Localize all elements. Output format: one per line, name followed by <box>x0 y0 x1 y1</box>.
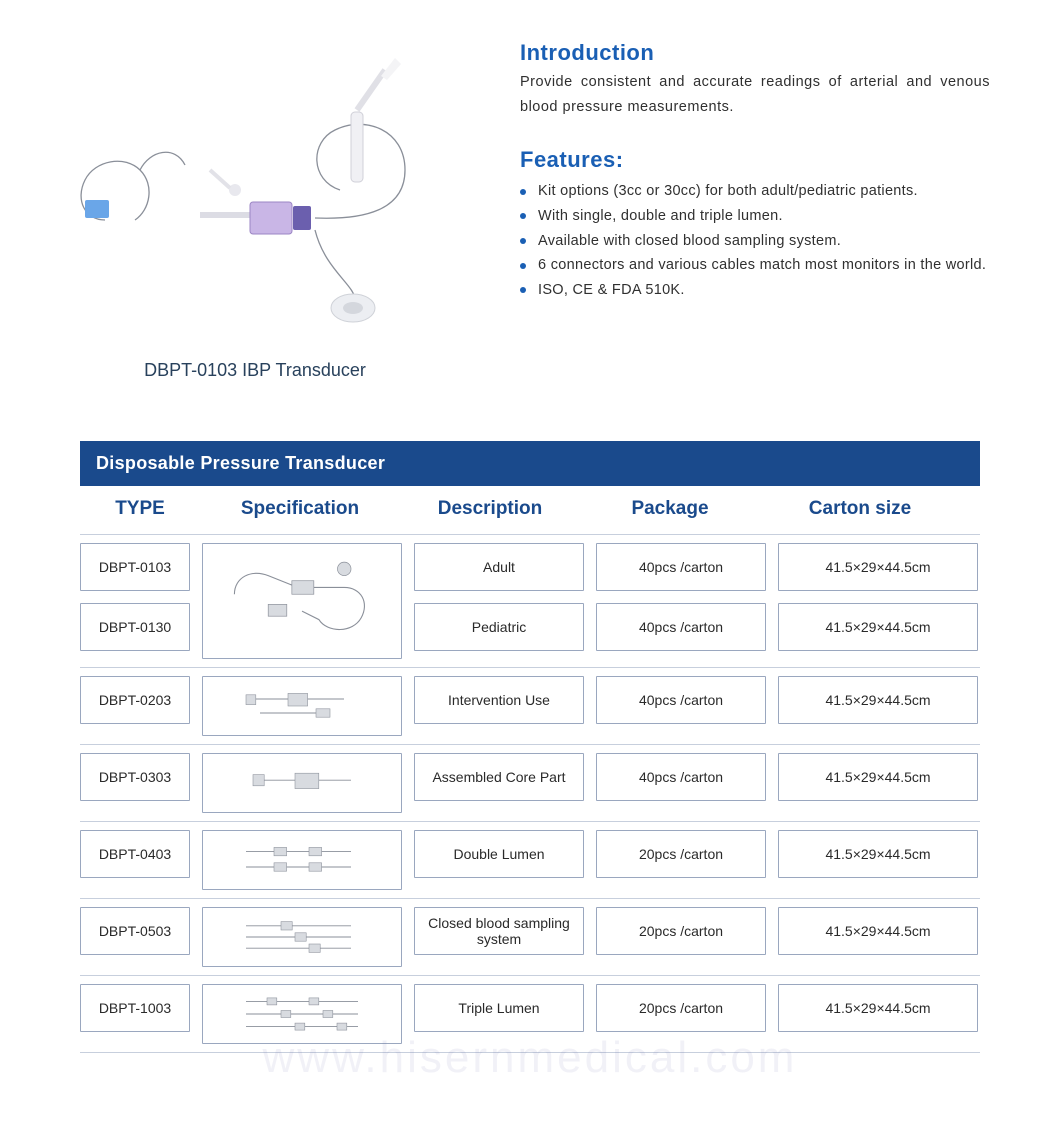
header-type: TYPE <box>80 498 200 520</box>
feature-item: ISO, CE & FDA 510K. <box>520 278 990 303</box>
feature-item: 6 connectors and various cables match mo… <box>520 253 990 278</box>
header-spec: Specification <box>200 498 400 520</box>
type-cell: DBPT-0103 <box>80 543 190 591</box>
table-row: DBPT-0403 Double Lumen20pcs /carton41.5×2… <box>80 821 980 898</box>
pkg-cell: 20pcs /carton <box>596 984 766 1032</box>
pkg-cell: 40pcs /carton <box>596 543 766 591</box>
header-desc: Description <box>400 498 580 520</box>
intro-heading: Introduction <box>520 40 990 66</box>
type-cell: DBPT-0303 <box>80 753 190 801</box>
type-cell: DBPT-0403 <box>80 830 190 878</box>
type-cell: DBPT-0203 <box>80 676 190 724</box>
table-row: DBPT-0203 Intervention Use40pcs /carton41… <box>80 667 980 744</box>
spec-cell <box>202 907 402 967</box>
desc-cell: Intervention Use <box>414 676 584 724</box>
header-carton: Carton size <box>760 498 960 520</box>
table-row: DBPT-0103 DBPT-0130 Adult Pediatric40pcs /c… <box>80 534 980 667</box>
cart-cell: 41.5×29×44.5cm <box>778 753 978 801</box>
spec-table: Disposable Pressure Transducer TYPE Spec… <box>80 441 980 1053</box>
desc-cell: Assembled Core Part <box>414 753 584 801</box>
type-cell: DBPT-0130 <box>80 603 190 651</box>
features-list: Kit options (3cc or 30cc) for both adult… <box>520 179 990 302</box>
cart-cell: 41.5×29×44.5cm <box>778 676 978 724</box>
intro-body: Provide consistent and accurate readings… <box>520 70 990 119</box>
feature-item: With single, double and triple lumen. <box>520 204 990 229</box>
table-row: DBPT-0303 Assembled Core Part40pcs /carto… <box>80 744 980 821</box>
table-row: DBPT-0503 Closed blood sampling system20p… <box>80 898 980 975</box>
spec-cell <box>202 543 402 659</box>
desc-cell: Closed blood sampling system <box>414 907 584 955</box>
cart-cell: 41.5×29×44.5cm <box>778 907 978 955</box>
desc-cell: Adult <box>414 543 584 591</box>
table-header-row: TYPE Specification Description Package C… <box>80 486 980 534</box>
desc-cell: Double Lumen <box>414 830 584 878</box>
pkg-cell: 40pcs /carton <box>596 603 766 651</box>
spec-cell <box>202 830 402 890</box>
desc-cell: Pediatric <box>414 603 584 651</box>
spec-cell <box>202 984 402 1044</box>
product-image <box>55 50 455 350</box>
pkg-cell: 20pcs /carton <box>596 830 766 878</box>
product-caption: DBPT-0103 IBP Transducer <box>40 360 470 381</box>
spec-cell <box>202 753 402 813</box>
desc-cell: Triple Lumen <box>414 984 584 1032</box>
table-title: Disposable Pressure Transducer <box>80 441 980 486</box>
pkg-cell: 20pcs /carton <box>596 907 766 955</box>
spec-cell <box>202 676 402 736</box>
product-column: DBPT-0103 IBP Transducer <box>40 30 470 381</box>
pkg-cell: 40pcs /carton <box>596 753 766 801</box>
cart-cell: 41.5×29×44.5cm <box>778 603 978 651</box>
pkg-cell: 40pcs /carton <box>596 676 766 724</box>
feature-item: Kit options (3cc or 30cc) for both adult… <box>520 179 990 204</box>
header-package: Package <box>580 498 760 520</box>
table-row: DBPT-1003 Triple Lumen20pcs /carton41.5×2… <box>80 975 980 1053</box>
type-cell: DBPT-0503 <box>80 907 190 955</box>
cart-cell: 41.5×29×44.5cm <box>778 543 978 591</box>
feature-item: Available with closed blood sampling sys… <box>520 229 990 254</box>
cart-cell: 41.5×29×44.5cm <box>778 984 978 1032</box>
type-cell: DBPT-1003 <box>80 984 190 1032</box>
cart-cell: 41.5×29×44.5cm <box>778 830 978 878</box>
features-heading: Features: <box>520 147 990 173</box>
text-column: Introduction Provide consistent and accu… <box>520 30 990 381</box>
